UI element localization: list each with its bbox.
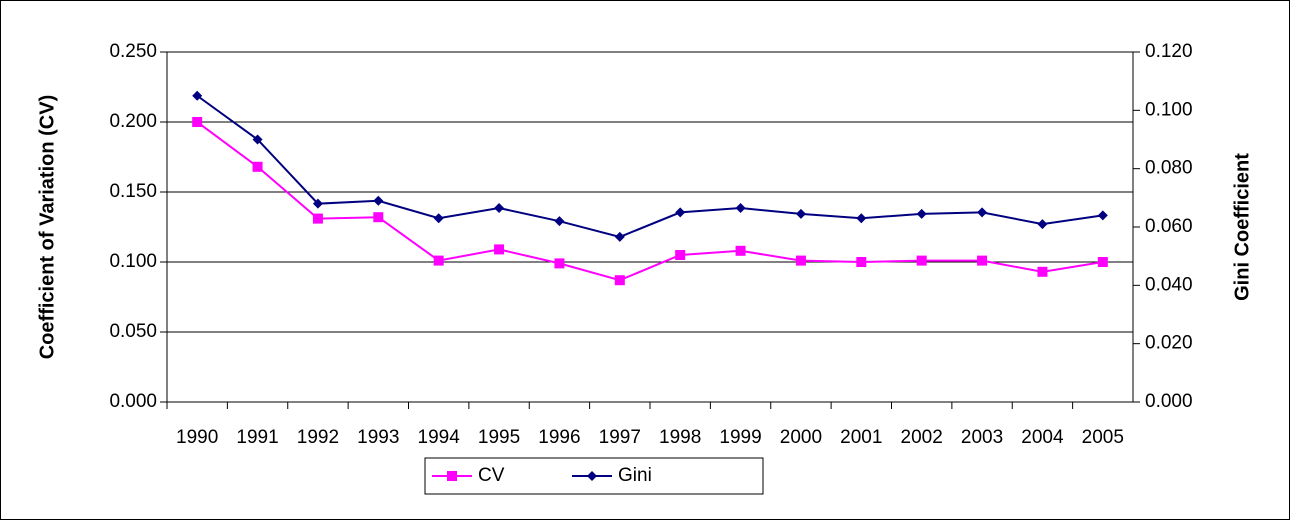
x-tick-label: 1999 [719,427,761,448]
marker [916,208,927,219]
marker [447,471,457,481]
y-tick-label: 0.250 [109,41,157,62]
x-tick-label: 2000 [780,427,822,448]
x-tick-label: 1991 [236,427,278,448]
marker [735,245,746,256]
y-tick-label: 0.200 [109,111,157,132]
marker [433,213,444,224]
y2-tick-label: 0.100 [1145,99,1193,120]
marker [587,471,597,481]
marker [252,134,263,145]
x-tick-label: 1990 [176,427,218,448]
marker [494,244,505,255]
marker [795,255,806,266]
x-tick-label: 1996 [538,427,580,448]
legend-label: CV [478,465,505,486]
marker [494,203,505,214]
y2-tick-label: 0.120 [1145,41,1193,62]
series-line [196,94,1103,238]
y2-tick-label: 0.000 [1145,391,1193,412]
x-tick-label: 1992 [297,427,339,448]
y-tick-label: 0.050 [109,321,157,342]
y-tick-label: 0.150 [109,181,157,202]
marker [554,258,565,269]
y2-tick-label: 0.020 [1145,333,1193,354]
marker [312,198,323,209]
marker [916,255,927,266]
marker [373,212,384,223]
marker [856,257,867,267]
x-tick-label: 1994 [418,427,461,448]
x-tick-label: 1998 [659,427,701,448]
marker [856,213,867,224]
marker [252,161,263,172]
series-line [196,121,1103,282]
marker [433,255,444,266]
marker [675,207,686,218]
marker [312,213,323,224]
y-tick-label: 0.100 [109,251,157,272]
x-tick-label: 2004 [1021,427,1064,448]
marker [192,117,203,127]
y2-tick-label: 0.040 [1145,274,1193,295]
x-tick-label: 1993 [357,427,399,448]
marker [373,195,384,206]
marker [735,203,746,214]
y-tick-label: 0.000 [109,391,157,412]
x-tick-label: 1995 [478,427,520,448]
y2-tick-label: 0.080 [1145,158,1193,179]
marker [554,216,565,227]
marker [614,275,625,286]
x-tick-label: 2001 [840,427,882,448]
marker [1037,266,1048,277]
legend-label: Gini [618,465,652,486]
x-tick-label: 2003 [961,427,1003,448]
y2-tick-label: 0.060 [1145,216,1193,237]
marker [1097,257,1108,267]
marker [1097,210,1108,221]
marker [192,90,203,101]
x-tick-label: 2002 [901,427,943,448]
y-axis-title: Coefficient of Variation (CV) [36,95,58,359]
marker [675,250,686,260]
marker [795,208,806,219]
marker [614,231,625,242]
x-tick-label: 2005 [1082,427,1124,448]
marker [977,255,988,266]
marker [977,207,988,218]
marker [1037,219,1048,230]
x-tick-label: 1997 [599,427,641,448]
y2-axis-title: Gini Coefficient [1231,153,1253,301]
